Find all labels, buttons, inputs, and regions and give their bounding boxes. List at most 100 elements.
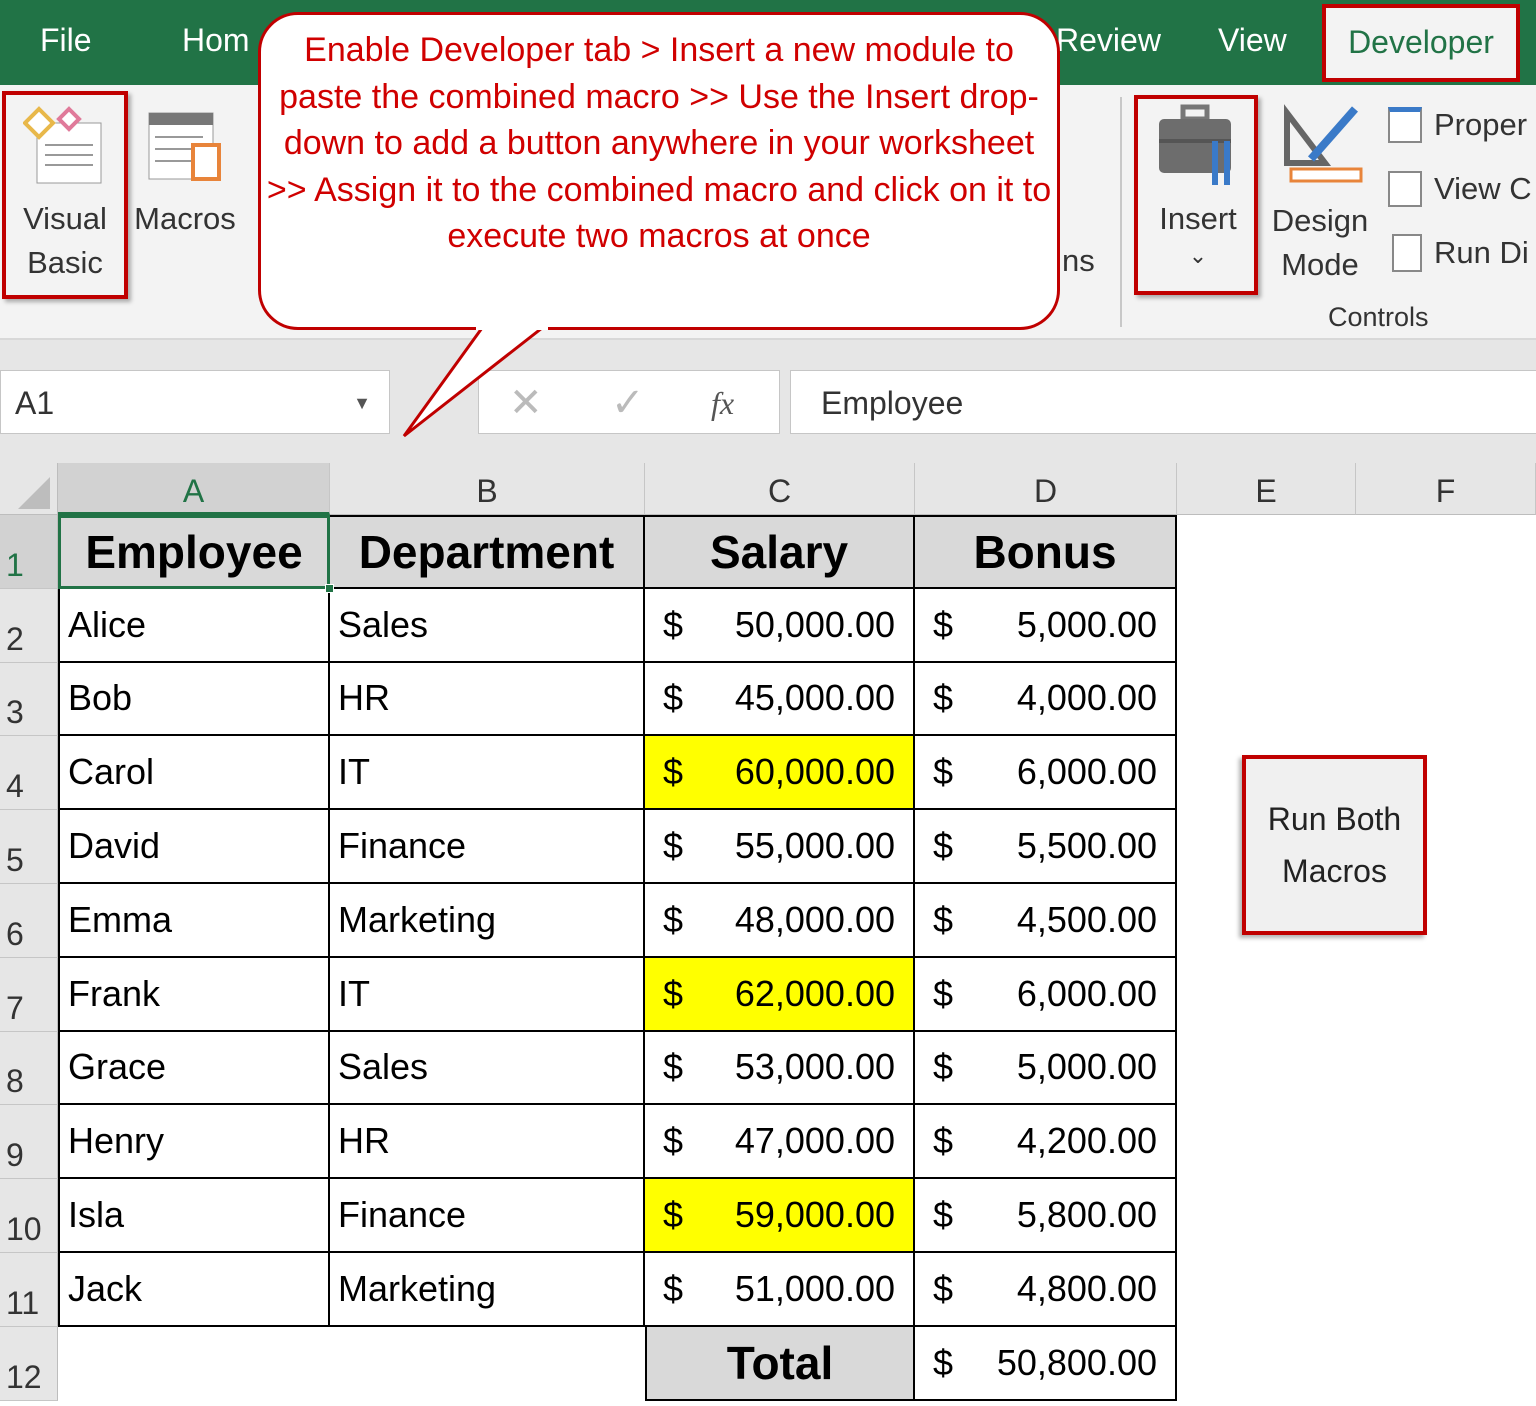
chevron-down-icon: ⌄ xyxy=(1188,243,1208,268)
cell-employee[interactable]: Isla xyxy=(58,1179,330,1253)
row-header-8[interactable]: 8 xyxy=(0,1031,58,1106)
cell-bonus[interactable]: $4,000.00 xyxy=(915,662,1177,737)
select-all-corner[interactable] xyxy=(0,463,58,515)
cell-employee[interactable]: Emma xyxy=(58,884,330,958)
view-code-button[interactable]: View C xyxy=(1388,167,1532,211)
cell-salary[interactable]: $51,000.00 xyxy=(645,1253,915,1327)
cell-salary[interactable]: $60,000.00 xyxy=(645,736,915,811)
cell-department[interactable]: IT xyxy=(330,957,645,1032)
group-label-controls: Controls xyxy=(1328,302,1429,332)
row-header-12[interactable]: 12 xyxy=(0,1326,58,1401)
row-header-2[interactable]: 2 xyxy=(0,588,58,663)
currency-symbol: $ xyxy=(663,1194,684,1236)
column-header-d[interactable]: D xyxy=(915,463,1177,515)
total-value-cell[interactable]: $50,800.00 xyxy=(915,1326,1177,1401)
tab-review[interactable]: Review xyxy=(1056,22,1161,58)
cell-bonus[interactable]: $4,500.00 xyxy=(915,884,1177,958)
group-divider xyxy=(1120,97,1122,327)
cell-department[interactable]: IT xyxy=(330,736,645,811)
cell-department[interactable]: Sales xyxy=(330,588,645,663)
cell-employee[interactable]: Alice xyxy=(58,588,330,663)
cell-bonus[interactable]: $6,000.00 xyxy=(915,736,1177,811)
cell-employee[interactable]: Henry xyxy=(58,1105,330,1180)
visual-basic-label-2: Basic xyxy=(27,245,103,280)
tab-home[interactable]: Hom xyxy=(182,22,250,58)
cell-salary[interactable]: $45,000.00 xyxy=(645,662,915,737)
view-code-icon xyxy=(1388,171,1422,207)
header-cell-salary[interactable]: Salary xyxy=(645,515,915,589)
cell-employee[interactable]: David xyxy=(58,810,330,884)
tab-view[interactable]: View xyxy=(1218,22,1287,58)
cell-salary[interactable]: $48,000.00 xyxy=(645,884,915,958)
cell-bonus[interactable]: $4,200.00 xyxy=(915,1105,1177,1180)
cell-employee[interactable]: Carol xyxy=(58,736,330,811)
row-header-10[interactable]: 10 xyxy=(0,1179,58,1253)
enter-icon[interactable]: ✓ xyxy=(611,381,645,425)
total-label-cell[interactable]: Total xyxy=(645,1326,915,1401)
run-both-macros-button[interactable]: Run Both Macros xyxy=(1242,755,1427,935)
column-header-b[interactable]: B xyxy=(330,463,645,515)
column-header-f[interactable]: F xyxy=(1356,463,1536,515)
currency-symbol: $ xyxy=(933,677,954,719)
dropdown-arrow-icon[interactable]: ▼ xyxy=(353,393,371,413)
cell-bonus[interactable]: $5,000.00 xyxy=(915,1031,1177,1106)
cell-bonus[interactable]: $5,800.00 xyxy=(915,1179,1177,1253)
visual-basic-button[interactable]: Visual Basic xyxy=(10,105,120,285)
cell-department[interactable]: Marketing xyxy=(330,884,645,958)
cell-salary[interactable]: $50,000.00 xyxy=(645,588,915,663)
addins-label-partial: ns xyxy=(1062,243,1095,278)
design-mode-label-2: Mode xyxy=(1281,247,1359,282)
header-cell-bonus[interactable]: Bonus xyxy=(915,515,1177,589)
amount: 50,000.00 xyxy=(734,603,895,645)
amount: 4,200.00 xyxy=(1016,1120,1157,1162)
cell-bonus[interactable]: $6,000.00 xyxy=(915,957,1177,1032)
currency-symbol: $ xyxy=(933,751,954,793)
row-header-9[interactable]: 9 xyxy=(0,1105,58,1180)
cell-department[interactable]: Finance xyxy=(330,810,645,884)
cell-employee[interactable]: Grace xyxy=(58,1031,330,1106)
cell-department[interactable]: Sales xyxy=(330,1031,645,1106)
row-header-11[interactable]: 11 xyxy=(0,1253,58,1327)
cell-department[interactable]: HR xyxy=(330,1105,645,1180)
cell-salary[interactable]: $62,000.00 xyxy=(645,957,915,1032)
properties-button[interactable]: Proper xyxy=(1388,103,1527,147)
run-dialog-label: Run Di xyxy=(1434,235,1529,270)
cell-salary[interactable]: $59,000.00 xyxy=(645,1179,915,1253)
header-cell-department[interactable]: Department xyxy=(330,515,645,589)
row-header-3[interactable]: 3 xyxy=(0,662,58,737)
cell-department[interactable]: HR xyxy=(330,662,645,737)
amount: 51,000.00 xyxy=(734,1267,895,1309)
macros-button[interactable]: Macros xyxy=(130,105,240,241)
column-header-e[interactable]: E xyxy=(1177,463,1356,515)
row-header-5[interactable]: 5 xyxy=(0,810,58,884)
cancel-icon[interactable]: ✕ xyxy=(509,381,543,425)
column-header-a[interactable]: A xyxy=(58,463,330,515)
row-header-6[interactable]: 6 xyxy=(0,884,58,958)
cell-bonus[interactable]: $5,500.00 xyxy=(915,810,1177,884)
tab-developer[interactable]: Developer xyxy=(1322,4,1520,82)
row-header-4[interactable]: 4 xyxy=(0,736,58,811)
cell-department[interactable]: Marketing xyxy=(330,1253,645,1327)
cell-salary[interactable]: $53,000.00 xyxy=(645,1031,915,1106)
cell-salary[interactable]: $55,000.00 xyxy=(645,810,915,884)
cell-employee[interactable]: Bob xyxy=(58,662,330,737)
cell-employee[interactable]: Frank xyxy=(58,957,330,1032)
row-header-7[interactable]: 7 xyxy=(0,957,58,1032)
row-header-1[interactable]: 1 xyxy=(0,515,58,589)
insert-function-icon[interactable]: fx xyxy=(711,385,735,421)
amount: 4,800.00 xyxy=(1016,1267,1157,1309)
design-mode-button[interactable]: Design Mode xyxy=(1262,103,1378,287)
cell-bonus[interactable]: $5,000.00 xyxy=(915,588,1177,663)
formula-input[interactable]: Employee xyxy=(790,370,1536,434)
run-dialog-button[interactable]: Run Di xyxy=(1392,231,1529,275)
column-header-c[interactable]: C xyxy=(645,463,915,515)
currency-symbol: $ xyxy=(663,751,684,793)
cell-employee[interactable]: Jack xyxy=(58,1253,330,1327)
fill-handle[interactable] xyxy=(325,583,334,593)
tab-file[interactable]: File xyxy=(40,22,92,58)
insert-controls-button[interactable]: Insert ⌄ xyxy=(1140,101,1256,271)
cell-bonus[interactable]: $4,800.00 xyxy=(915,1253,1177,1327)
cell-department[interactable]: Finance xyxy=(330,1179,645,1253)
name-box[interactable]: A1 ▼ xyxy=(0,370,390,434)
cell-salary[interactable]: $47,000.00 xyxy=(645,1105,915,1180)
